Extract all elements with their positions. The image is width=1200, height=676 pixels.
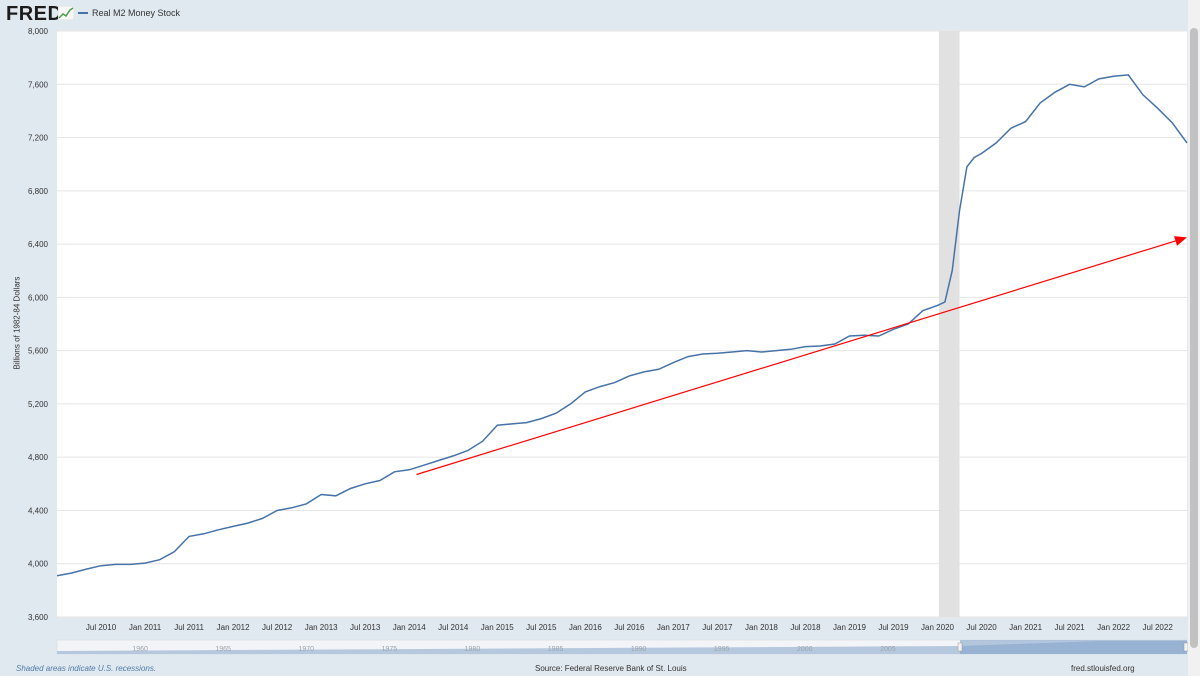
- y-axis: 3,600 4,000 4,400 4,800 5,200 5,600 6,000 6,400…: [28, 27, 49, 622]
- y-tick-label: 8,000: [28, 27, 49, 36]
- x-tick-label: Jan 2022: [1097, 623, 1130, 632]
- y-tick-label: 4,400: [28, 506, 49, 515]
- series-line: [56, 74, 1188, 577]
- x-tick-label: Jan 2017: [657, 623, 690, 632]
- fred-logo[interactable]: FRED: [6, 3, 63, 25]
- y-tick-label: 7,600: [28, 80, 49, 89]
- navigator-handle-right: [1183, 642, 1188, 652]
- x-tick-label: Jul 2010: [86, 623, 117, 632]
- scroll-thumb[interactable]: [1190, 28, 1198, 648]
- grid-lines: [57, 30, 1187, 618]
- navigator-tick-label: 1995: [714, 646, 730, 653]
- source-note: Source: Federal Reserve Bank of St. Loui…: [535, 664, 687, 673]
- x-tick-label: Jan 2012: [217, 623, 250, 632]
- fred-chart-icon: [58, 6, 74, 20]
- x-tick-label: Jul 2015: [526, 623, 557, 632]
- x-tick-label: Jul 2013: [350, 623, 381, 632]
- x-tick-label: Jul 2012: [262, 623, 293, 632]
- plot-background: [57, 31, 1187, 617]
- navigator-tick-label: 1960: [132, 646, 148, 653]
- navigator-tick-label: 1990: [631, 646, 647, 653]
- y-tick-label: 5,200: [28, 400, 49, 409]
- navigator-tick-label: 1975: [382, 646, 398, 653]
- x-tick-label: Jul 2019: [878, 623, 909, 632]
- x-tick-label: Jan 2016: [569, 623, 602, 632]
- annotation-arrow: [416, 236, 1187, 476]
- arrow-head: [1174, 236, 1187, 246]
- x-axis: Jul 2010 Jan 2011 Jul 2011 Jan 2012 Jul 2012…: [86, 623, 1173, 632]
- x-tick-label: Jul 2014: [438, 623, 469, 632]
- arrow-line: [416, 240, 1176, 476]
- x-tick-label: Jul 2011: [174, 623, 204, 632]
- page-scrollbar[interactable]: [1188, 0, 1200, 676]
- x-tick-label: Jul 2021: [1054, 623, 1085, 632]
- x-tick-label: Jan 2014: [393, 623, 426, 632]
- series-group: [56, 74, 1188, 577]
- navigator-tick-label: 1965: [215, 646, 231, 653]
- x-tick-label: Jan 2013: [305, 623, 338, 632]
- y-tick-label: 5,600: [28, 347, 49, 356]
- chart-legend: Real M2 Money Stock: [78, 8, 180, 18]
- navigator-tick-label: 2005: [880, 646, 896, 653]
- x-tick-label: Jul 2022: [1143, 623, 1174, 632]
- recession-shade: [938, 31, 960, 617]
- x-tick-label: Jul 2016: [614, 623, 645, 632]
- navigator-tick-label: 1980: [465, 646, 481, 653]
- y-tick-label: 3,600: [28, 613, 49, 622]
- navigator-tick-label: 1985: [548, 646, 564, 653]
- x-tick-label: Jul 2017: [702, 623, 733, 632]
- y-tick-label: 4,000: [28, 560, 49, 569]
- x-tick-label: Jan 2015: [481, 623, 514, 632]
- y-tick-label: 4,800: [28, 453, 49, 462]
- y-tick-label: 6,400: [28, 240, 49, 249]
- navigator-handle-left: [957, 642, 963, 652]
- x-tick-label: Jan 2018: [745, 623, 778, 632]
- x-tick-label: Jan 2021: [1009, 623, 1042, 632]
- y-tick-label: 6,800: [28, 187, 49, 196]
- legend-swatch: [78, 12, 88, 14]
- recession-note: Shaded areas indicate U.S. recessions.: [16, 664, 157, 673]
- navigator: 1960 1965 1970 1975 1980 1985 1990 1995 2000 2005: [56, 639, 1188, 655]
- navigator-series: [57, 641, 1187, 654]
- x-tick-label: Jan 2020: [921, 623, 954, 632]
- navigator-tick-label: 2000: [797, 646, 813, 653]
- x-tick-label: Jan 2011: [129, 623, 162, 632]
- x-tick-label: Jul 2018: [790, 623, 821, 632]
- navigator-tick-label: 1970: [298, 646, 314, 653]
- chart-header: FRED Real M2 Money Stock: [0, 0, 1200, 28]
- y-tick-label: 6,000: [28, 293, 49, 302]
- navigator-window: [960, 640, 1187, 654]
- legend-label: Real M2 Money Stock: [92, 8, 181, 18]
- x-tick-label: Jan 2019: [833, 623, 866, 632]
- x-tick-label: Jul 2020: [966, 623, 997, 632]
- site-link[interactable]: fred.stlouisfed.org: [1071, 664, 1135, 673]
- recession-band: [938, 31, 960, 617]
- y-tick-label: 7,200: [28, 134, 49, 143]
